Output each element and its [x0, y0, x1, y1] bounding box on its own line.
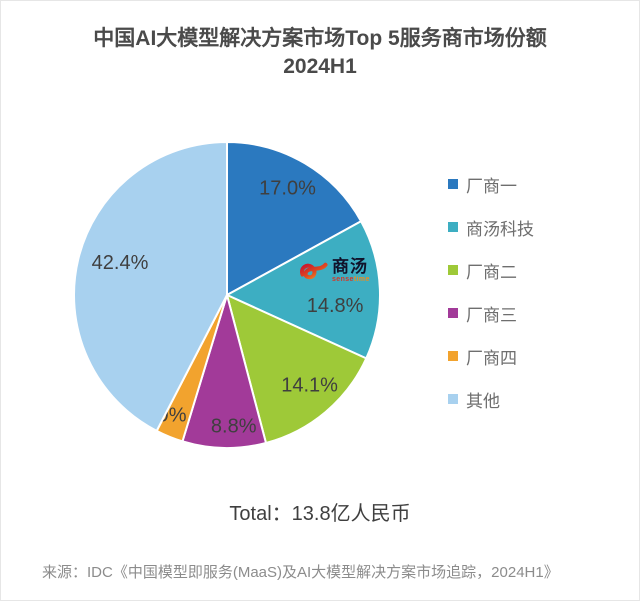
pie-slice-0 — [226, 141, 363, 296]
sensetime-logo-en: sensetime — [332, 276, 370, 283]
chart-title-line1: 中国AI大模型解决方案市场Top 5服务商市场份额 — [93, 27, 547, 50]
legend-item-5: 其他 — [448, 388, 534, 411]
legend-item-3: 厂商三 — [448, 302, 534, 325]
legend-swatch-3 — [448, 308, 458, 318]
pie-slice-label-0: 17.0% — [259, 178, 316, 200]
legend-swatch-0 — [448, 179, 458, 189]
pie-slice-label-5: 42.4% — [92, 252, 149, 274]
legend-item-label-5: 其他 — [466, 391, 500, 411]
pie-slice-2 — [226, 294, 368, 444]
legend-item-label-2: 厂商二 — [466, 262, 517, 282]
source-text: 来源：IDC《中国模型即服务(MaaS)及AI大模型解决方案市场追踪，2024H… — [42, 564, 559, 581]
sensetime-logo-text: 商汤 sensetime — [332, 258, 370, 284]
pie-slice-label-3: 8.8% — [211, 415, 257, 437]
sensetime-logo: 商汤 sensetime — [299, 258, 370, 284]
legend-swatch-2 — [448, 265, 458, 275]
legend-item-label-4: 厂商四 — [466, 348, 517, 368]
legend-item-label-3: 厂商三 — [466, 305, 517, 325]
legend-item-2: 厂商二 — [448, 259, 534, 282]
legend-swatch-5 — [448, 394, 458, 404]
pie-slice-label-1: 14.8% — [307, 295, 364, 317]
chart-title-line2: 2024H1 — [283, 55, 357, 78]
legend-item-0: 厂商一 — [448, 173, 534, 196]
total-text: Total：13.8亿人民币 — [229, 503, 411, 525]
pie-slice-3 — [181, 294, 267, 449]
pie-slice-label-2: 14.1% — [281, 374, 338, 396]
sensetime-logo-cn: 商汤 — [332, 257, 368, 276]
chart-title: 中国AI大模型解决方案市场Top 5服务商市场份额 2024H1 — [1, 25, 639, 81]
pie-slice-5 — [73, 141, 228, 432]
legend-item-label-1: 商汤科技 — [466, 219, 534, 239]
sensetime-logo-icon — [299, 262, 328, 280]
legend-item-label-0: 厂商一 — [466, 176, 517, 196]
pie-slice-1 — [226, 220, 381, 360]
legend-item-4: 厂商四 — [448, 345, 534, 368]
legend-swatch-4 — [448, 351, 458, 361]
legend-swatch-1 — [448, 222, 458, 232]
legend: 厂商一商汤科技厂商二厂商三厂商四其他 — [448, 173, 534, 431]
legend-item-1: 商汤科技 — [448, 216, 534, 239]
